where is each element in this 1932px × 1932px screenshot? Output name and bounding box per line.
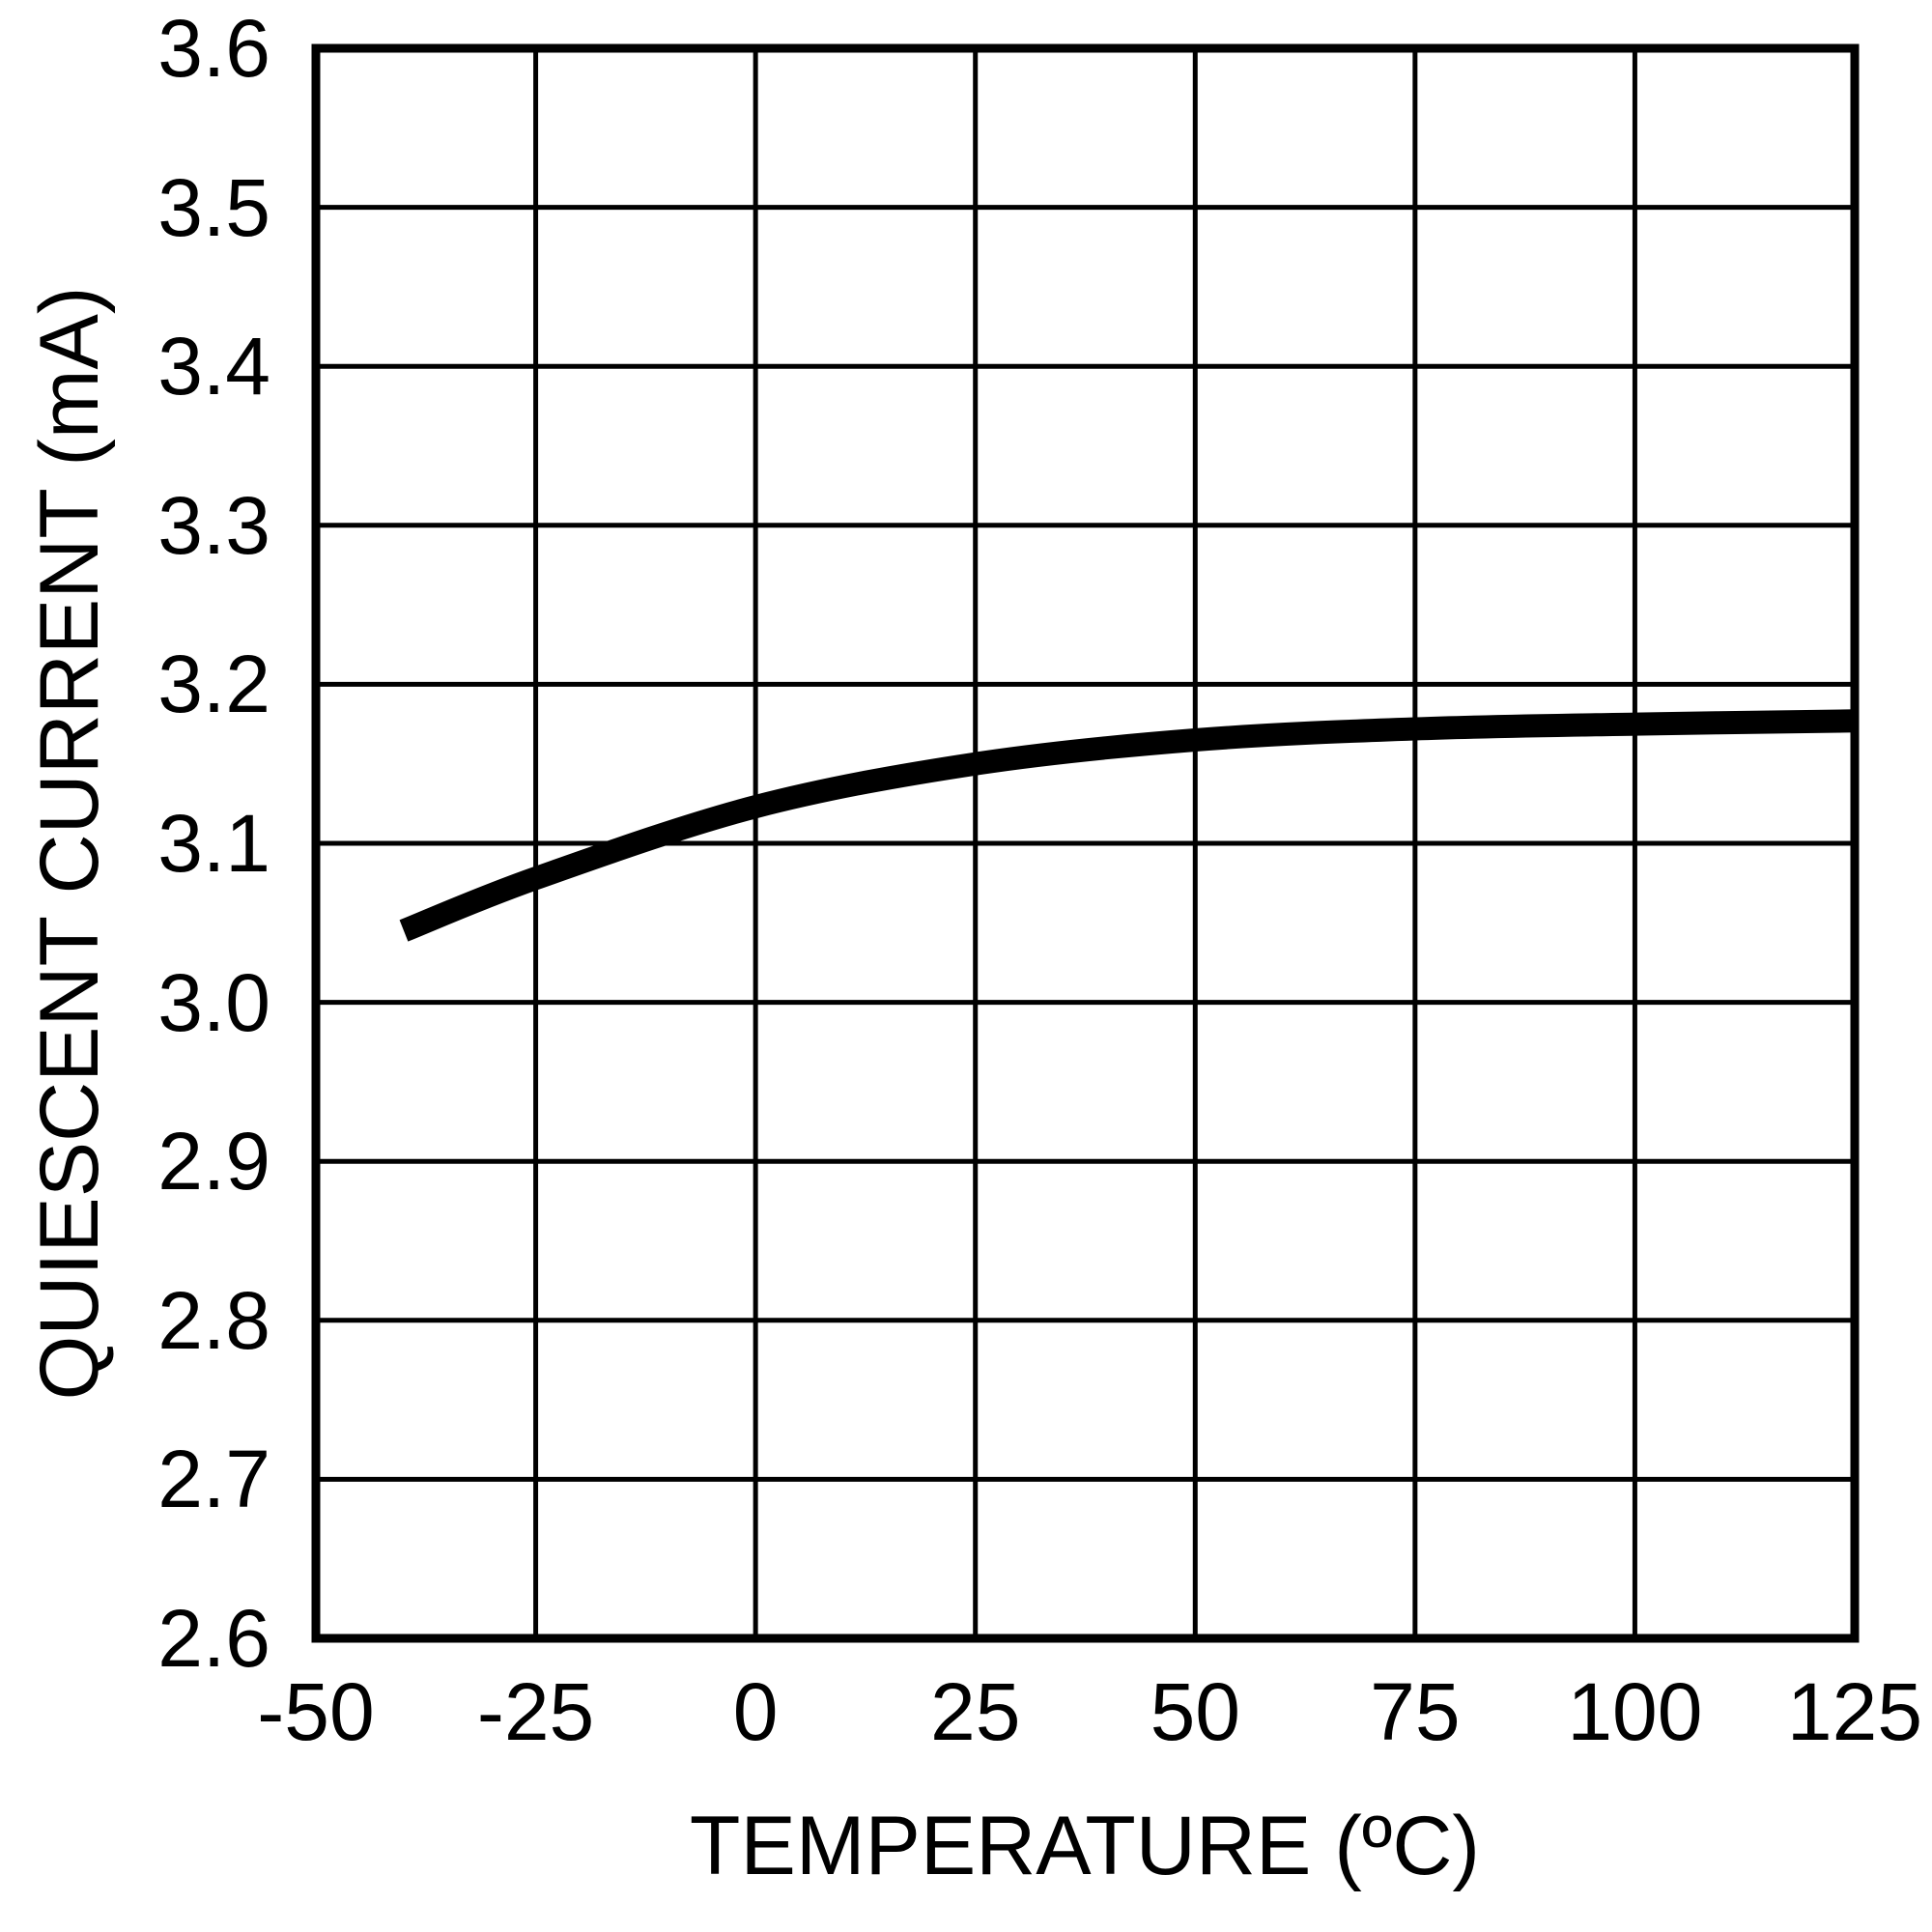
x-axis-title: TEMPERATURE (ºC) — [689, 1800, 1481, 1892]
y-axis-title: QUIESCENT CURRENT (mA) — [23, 286, 116, 1401]
axes-frame — [311, 43, 1860, 1643]
series-line — [399, 709, 1856, 942]
